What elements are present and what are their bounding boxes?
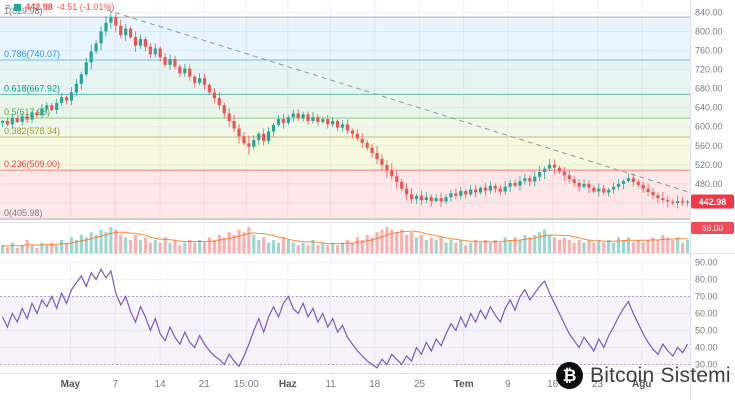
svg-text:480.00: 480.00 <box>695 179 723 189</box>
svg-text:442.98: 442.98 <box>699 197 727 207</box>
svg-text:680.00: 680.00 <box>695 84 723 94</box>
svg-text:560.00: 560.00 <box>695 141 723 151</box>
svg-text:600.00: 600.00 <box>695 122 723 132</box>
svg-text:30.00: 30.00 <box>695 360 718 370</box>
chart-legend: ≡ 442.98 -4.51 (-1.01%) <box>5 2 114 13</box>
watermark-text: Bitcoin Sistemi <box>590 363 731 387</box>
svg-text:9: 9 <box>505 379 511 390</box>
svg-text:1(829.98): 1(829.98) <box>4 6 43 16</box>
svg-text:90.00: 90.00 <box>695 258 718 268</box>
svg-text:May: May <box>61 379 81 390</box>
svg-text:800.00: 800.00 <box>695 26 723 36</box>
svg-text:0.236(509.00): 0.236(509.00) <box>4 159 60 169</box>
svg-text:50.00: 50.00 <box>695 326 718 336</box>
trendline[interactable] <box>106 9 691 193</box>
candles-layer <box>0 11 690 209</box>
svg-text:0.786(740.07): 0.786(740.07) <box>4 49 60 59</box>
svg-text:25: 25 <box>414 379 426 390</box>
rsi-layer <box>0 268 690 369</box>
bitcoin-logo-icon: ₿ <box>556 362 583 389</box>
svg-text:0(405.98): 0(405.98) <box>4 208 43 218</box>
svg-text:70.00: 70.00 <box>695 292 718 302</box>
last-price-tag: 442.98 <box>691 194 734 209</box>
series-swatch-icon <box>14 4 22 11</box>
time-axis-labels: May 7 14 21 15:00 Haz 11 18 25 Tem 9 16 23 Ağu <box>61 379 652 390</box>
svg-text:720.00: 720.00 <box>695 65 723 75</box>
svg-text:15:00: 15:00 <box>234 379 259 390</box>
svg-text:11: 11 <box>325 379 336 390</box>
svg-text:36.00: 36.00 <box>702 223 724 233</box>
legend-last-price: 442.98 <box>25 2 53 12</box>
svg-text:60.00: 60.00 <box>695 309 718 319</box>
svg-text:23: 23 <box>592 379 604 390</box>
price-scale[interactable] <box>690 0 735 373</box>
legend-change: -4.51 (-1.01%) <box>56 2 115 12</box>
svg-text:14: 14 <box>155 379 167 390</box>
volume-ma-line <box>2 230 688 248</box>
svg-text:7: 7 <box>112 379 118 390</box>
svg-text:0.382(578.34): 0.382(578.34) <box>4 126 60 136</box>
svg-text:520.00: 520.00 <box>695 160 723 170</box>
volume-layer <box>0 227 690 253</box>
watermark: ₿ Bitcoin Sistemi <box>556 362 731 389</box>
svg-text:Ağu: Ağu <box>632 379 651 390</box>
svg-text:640.00: 640.00 <box>695 103 723 113</box>
svg-text:40.00: 40.00 <box>695 343 718 353</box>
svg-text:18: 18 <box>369 379 381 390</box>
svg-text:16: 16 <box>547 379 559 390</box>
svg-text:Tem: Tem <box>454 379 474 390</box>
volume-tag: 36.00 <box>691 222 734 234</box>
fib-bands-layer <box>0 17 690 220</box>
svg-text:80.00: 80.00 <box>695 275 718 285</box>
svg-text:0.618(667.92): 0.618(667.92) <box>4 83 60 93</box>
svg-text:Haz: Haz <box>279 379 297 390</box>
menu-icon[interactable]: ≡ <box>5 2 11 12</box>
svg-text:840.00: 840.00 <box>695 7 723 17</box>
svg-text:21: 21 <box>199 379 211 390</box>
svg-text:760.00: 760.00 <box>695 45 723 55</box>
